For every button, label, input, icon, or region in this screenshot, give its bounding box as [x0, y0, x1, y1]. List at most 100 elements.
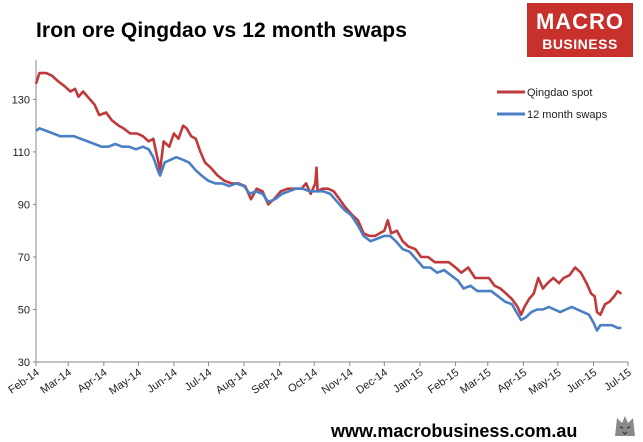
data-point [505, 293, 507, 295]
data-point [596, 329, 598, 332]
data-point [261, 190, 264, 192]
data-point [87, 140, 89, 143]
data-point [402, 240, 404, 242]
data-point [434, 261, 436, 263]
x-tick-label: Jan-15 [391, 367, 425, 396]
data-point [195, 169, 197, 171]
macrobusiness-logo: MACRO BUSINESS [527, 3, 633, 57]
series-line-12-month-swaps [35, 127, 622, 332]
data-point [357, 224, 359, 227]
data-point [350, 214, 352, 216]
data-point [314, 182, 316, 185]
data-point [142, 135, 144, 137]
data-point [605, 324, 607, 326]
data-point [407, 245, 410, 248]
x-tick-label: Feb-15 [426, 367, 461, 397]
data-point [45, 72, 47, 74]
x-tick-label: Apr-15 [495, 367, 529, 396]
data-point [357, 219, 359, 221]
data-point [168, 146, 170, 148]
data-point [494, 285, 496, 287]
data-point [107, 146, 110, 148]
data-point [73, 135, 75, 137]
data-point [111, 119, 113, 121]
data-point [374, 235, 376, 237]
data-point [396, 230, 398, 232]
data-point [195, 138, 197, 140]
data-point [474, 277, 476, 279]
data-point [129, 132, 131, 135]
data-point [38, 72, 41, 74]
logo-line-macro: MACRO [535, 9, 625, 34]
data-point [441, 261, 443, 263]
data-point [214, 182, 216, 185]
data-point [52, 132, 54, 135]
data-point [338, 198, 341, 200]
y-tick-label: 70 [18, 252, 30, 264]
data-point [87, 96, 89, 98]
data-point [327, 188, 329, 190]
data-point [177, 138, 180, 140]
x-tick-label: Mar-15 [458, 367, 493, 397]
data-point [463, 287, 465, 290]
data-point [51, 75, 53, 77]
data-point [520, 319, 522, 321]
data-point [368, 235, 370, 237]
data-point [568, 274, 570, 276]
data-point [315, 190, 318, 192]
data-point [588, 314, 590, 316]
data-point [511, 298, 513, 300]
data-point [563, 277, 565, 279]
data-point [469, 285, 472, 287]
data-point [537, 277, 539, 279]
data-point [546, 282, 549, 284]
data-point [497, 295, 499, 297]
data-point [609, 301, 611, 303]
data-point [59, 135, 61, 137]
data-point [481, 277, 483, 279]
data-point [558, 282, 560, 284]
x-tick-label: Dec-14 [354, 367, 390, 397]
data-point [376, 237, 379, 240]
data-point [267, 201, 269, 203]
y-tick-label: 90 [18, 199, 30, 211]
data-point [620, 327, 622, 329]
data-point [415, 258, 418, 261]
data-point [499, 287, 502, 290]
data-point [100, 146, 103, 148]
data-point [343, 209, 345, 211]
data-point [199, 151, 201, 153]
data-point [395, 240, 397, 242]
data-point [157, 159, 159, 161]
data-point [182, 125, 184, 127]
data-point [200, 174, 203, 177]
data-point [565, 308, 567, 311]
data-point [620, 293, 622, 295]
data-point [280, 190, 282, 192]
data-point [148, 148, 150, 150]
data-point [142, 146, 144, 148]
data-point [94, 143, 96, 145]
data-point [152, 156, 154, 158]
x-tick-label: Nov-14 [320, 367, 356, 397]
data-point [148, 140, 150, 143]
data-point [483, 290, 485, 292]
data-point [525, 316, 527, 318]
data-point [80, 138, 82, 140]
data-point [35, 130, 37, 132]
data-point [94, 104, 96, 106]
data-point [74, 88, 76, 90]
data-point [613, 295, 615, 297]
data-point [128, 146, 130, 148]
data-point [302, 188, 304, 190]
data-point [552, 277, 554, 279]
data-point [336, 201, 338, 203]
data-point [504, 301, 506, 303]
data-point [69, 90, 72, 93]
chart-title: Iron ore Qingdao vs 12 month swaps [36, 19, 407, 42]
data-point [427, 256, 429, 258]
legend-label: 12 month swaps [527, 109, 608, 121]
data-point [611, 324, 613, 326]
data-point [488, 277, 490, 279]
